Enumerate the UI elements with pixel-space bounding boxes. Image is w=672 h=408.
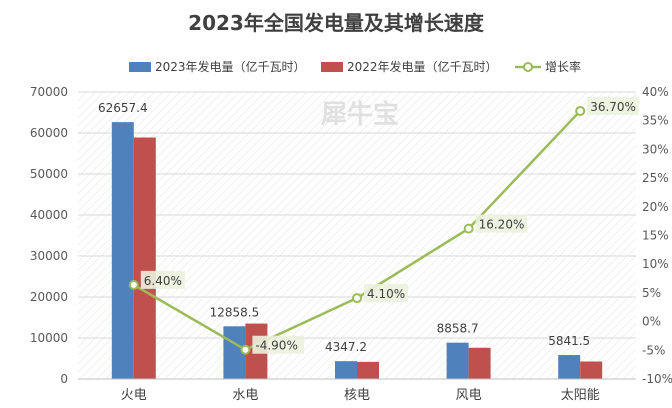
- legend-label-2022: 2022年发电量（亿千瓦时）: [347, 59, 498, 74]
- growth-data-label: 36.70%: [590, 100, 636, 114]
- bar-data-label: 5841.5: [548, 334, 590, 348]
- bar-data-label: 62657.4: [98, 101, 148, 115]
- y-right-tick-label: 35%: [642, 114, 669, 128]
- legend-swatch-2022: [321, 62, 343, 72]
- legend-label-2023: 2023年发电量（亿千瓦时）: [155, 59, 306, 74]
- bar-2023: [335, 361, 357, 379]
- y-right-tick-label: 30%: [642, 142, 669, 156]
- growth-data-label: 4.10%: [367, 287, 405, 301]
- y-left-tick-label: 30000: [30, 249, 68, 263]
- legend-label-growth: 增长率: [545, 59, 581, 74]
- y-right-tick-label: 0%: [642, 315, 661, 329]
- bar-2023: [111, 122, 134, 379]
- x-tick-label: 火电: [121, 388, 147, 403]
- growth-label-box: [140, 270, 185, 289]
- y-left-tick-label: 60000: [30, 126, 68, 140]
- y-right-tick-label: 20%: [642, 200, 669, 214]
- x-tick-label: 水电: [232, 388, 258, 403]
- bar-data-label: 4347.2: [325, 340, 367, 354]
- growth-data-label: -4.90%: [255, 339, 297, 353]
- y-left-tick-label: 40000: [30, 208, 68, 222]
- growth-label-box: [364, 284, 408, 303]
- y-left-tick-label: 0: [60, 372, 68, 386]
- y-right-tick-label: 10%: [642, 257, 669, 271]
- growth-point: [575, 105, 586, 116]
- growth-point: [352, 293, 362, 304]
- y-right-tick-label: 5%: [642, 286, 661, 300]
- y-left-tick-label: 70000: [30, 85, 68, 99]
- growth-data-label: 6.40%: [144, 274, 182, 288]
- y-left-tick-label: 10000: [30, 331, 68, 345]
- legend-swatch-2023: [129, 62, 151, 72]
- growth-point: [240, 344, 251, 355]
- growth-point: [463, 223, 474, 234]
- legend: 2023年发电量（亿千瓦时） 2022年发电量（亿千瓦时） 增长率: [129, 59, 581, 74]
- growth-point: [128, 279, 139, 290]
- growth-label-box: [475, 214, 528, 233]
- y-right-tick-label: 25%: [642, 171, 669, 185]
- y-right-tick-label: -5%: [642, 343, 665, 357]
- x-tick-label: 太阳能: [561, 388, 600, 403]
- x-tick-label: 核电: [344, 388, 370, 403]
- y-right-tick-label: -10%: [642, 372, 672, 386]
- growth-label-box: [587, 96, 639, 115]
- plot-background: [78, 92, 636, 379]
- y-left-tick-label: 20000: [30, 290, 68, 304]
- bar-2023: [446, 342, 469, 379]
- bar-2022: [580, 361, 603, 379]
- x-tick-label: 风电: [456, 388, 482, 403]
- bar-2023: [558, 355, 581, 379]
- chart-title: 2023年全国发电量及其增长速度: [188, 11, 485, 35]
- bar-2022: [468, 347, 491, 379]
- bar-2022: [133, 137, 156, 379]
- watermark: 犀牛宝: [321, 99, 399, 130]
- growth-label-box: [252, 335, 304, 354]
- y-left-tick-label: 50000: [30, 167, 68, 181]
- bar-data-label: 12858.5: [210, 305, 260, 319]
- bar-data-label: 8858.7: [437, 322, 479, 336]
- legend-marker-growth: [523, 62, 533, 72]
- y-right-tick-label: 40%: [642, 85, 669, 99]
- growth-data-label: 16.20%: [479, 218, 525, 232]
- bar-2022: [357, 361, 379, 379]
- y-right-tick-label: 15%: [642, 229, 669, 243]
